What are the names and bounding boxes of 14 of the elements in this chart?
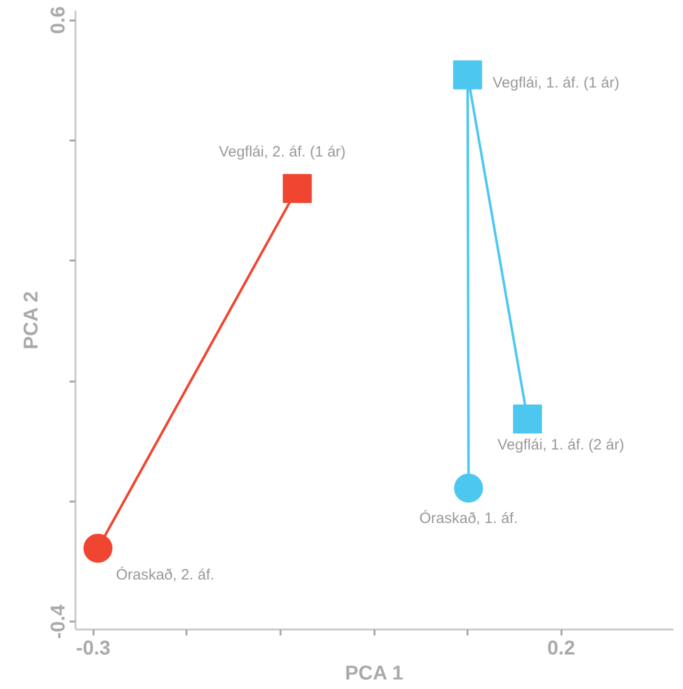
point [453, 60, 482, 90]
point [513, 404, 542, 434]
annotation: Vegflái, 1. áf. (2 ár) [498, 436, 624, 454]
y-tick-label: -0.4 [48, 604, 70, 639]
annotation: Vegflái, 2. áf. (1 ár) [218, 144, 346, 161]
annotation: Óraskað, 2. áf. [116, 565, 214, 584]
x-axis-title: PCA 1 [345, 662, 404, 684]
annotation: Vegflái, 1. áf. (1 ár) [492, 74, 620, 92]
point [83, 534, 112, 563]
x-tick-label: -0.3 [76, 638, 111, 660]
y-tick-label: 0.6 [48, 6, 70, 34]
y-axis-title: PCA 2 [20, 291, 42, 350]
x-tick-label: 0.2 [547, 638, 576, 660]
annotation: Óraskað, 1. áf. [419, 509, 518, 528]
